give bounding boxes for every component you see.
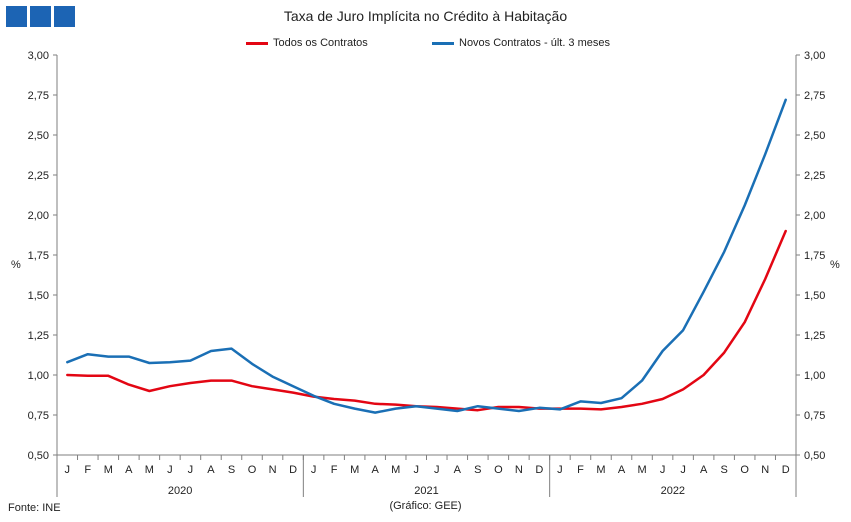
y-tick-label-right: 0,75 <box>804 410 825 422</box>
y-tick-label-left: 2,75 <box>28 90 49 102</box>
y-axis-unit-right: % <box>830 259 840 271</box>
legend-label-novos: Novos Contratos - últ. 3 meses <box>459 37 611 49</box>
graph-credit: (Gráfico: GEE) <box>389 500 462 512</box>
x-tick-label-month: J <box>311 464 317 476</box>
x-tick-label-month: S <box>720 464 727 476</box>
y-tick-label-left: 2,50 <box>28 130 49 142</box>
y-tick-label-right: 0,50 <box>804 450 825 462</box>
legend-swatch-todos <box>246 41 268 45</box>
x-tick-label-month: M <box>350 464 359 476</box>
y-tick-label-left: 1,00 <box>28 370 49 382</box>
legend-item-todos: Todos os Contratos <box>246 37 368 49</box>
x-tick-label-month: J <box>413 464 419 476</box>
y-tick-label-right: 1,00 <box>804 370 825 382</box>
x-tick-label-month: F <box>331 464 338 476</box>
x-tick-label-month: N <box>515 464 523 476</box>
x-tick-label-month: N <box>269 464 277 476</box>
chart-title: Taxa de Juro Implícita no Crédito à Habi… <box>283 8 568 24</box>
x-tick-label-month: A <box>372 464 380 476</box>
y-tick-label-left: 1,75 <box>28 250 49 262</box>
x-tick-label-month: M <box>637 464 646 476</box>
logo-square <box>30 6 51 27</box>
y-tick-label-right: 2,25 <box>804 170 825 182</box>
year-label: 2020 <box>168 485 192 497</box>
x-tick-label-month: J <box>660 464 666 476</box>
y-tick-label-right: 1,50 <box>804 290 825 302</box>
y-tick-label-right: 2,75 <box>804 90 825 102</box>
y-tick-label-left: 2,00 <box>28 210 49 222</box>
legend-label-todos: Todos os Contratos <box>273 37 368 49</box>
series-line-novos-contratos <box>66 98 787 414</box>
x-tick-label-month: J <box>434 464 440 476</box>
y-tick-label-right: 1,25 <box>804 330 825 342</box>
x-tick-label-month: F <box>84 464 91 476</box>
x-tick-label-month: D <box>782 464 790 476</box>
y-tick-label-left: 1,25 <box>28 330 49 342</box>
x-tick-label-month: A <box>700 464 708 476</box>
year-label: 2021 <box>414 485 438 497</box>
x-tick-label-month: J <box>65 464 71 476</box>
x-tick-label-month: O <box>248 464 257 476</box>
x-tick-label-month: M <box>391 464 400 476</box>
y-tick-label-left: 2,25 <box>28 170 49 182</box>
y-tick-label-right: 3,00 <box>804 50 825 62</box>
gee-logo <box>6 6 75 27</box>
legend-item-novos: Novos Contratos - últ. 3 meses <box>432 37 610 49</box>
logo-square <box>54 6 75 27</box>
x-tick-label-month: O <box>740 464 749 476</box>
y-tick-label-left: 1,50 <box>28 290 49 302</box>
x-tick-label-month: A <box>454 464 462 476</box>
y-tick-label-left: 0,75 <box>28 410 49 422</box>
x-tick-label-month: D <box>535 464 543 476</box>
x-tick-label-month: J <box>680 464 686 476</box>
y-tick-label-right: 2,00 <box>804 210 825 222</box>
x-tick-label-month: S <box>474 464 481 476</box>
x-tick-label-month: M <box>145 464 154 476</box>
x-tick-label-month: F <box>577 464 584 476</box>
x-tick-label-month: J <box>188 464 194 476</box>
source-note: Fonte: INE <box>8 502 61 514</box>
x-tick-label-month: A <box>618 464 626 476</box>
y-tick-label-left: 3,00 <box>28 50 49 62</box>
y-tick-label-right: 1,75 <box>804 250 825 262</box>
x-tick-label-month: S <box>228 464 235 476</box>
series-line-todos-os-contratos <box>66 229 787 412</box>
x-tick-label-month: N <box>761 464 769 476</box>
y-tick-label-left: 0,50 <box>28 450 49 462</box>
x-tick-label-month: D <box>289 464 297 476</box>
x-tick-label-month: M <box>104 464 113 476</box>
y-tick-label-right: 2,50 <box>804 130 825 142</box>
x-tick-label-month: J <box>557 464 563 476</box>
legend-swatch-novos <box>432 41 454 45</box>
x-tick-label-month: A <box>207 464 215 476</box>
x-tick-label-month: J <box>167 464 173 476</box>
x-tick-label-month: A <box>125 464 133 476</box>
chart-legend: Todos os Contratos Novos Contratos - últ… <box>0 37 851 51</box>
year-label: 2022 <box>661 485 685 497</box>
x-tick-label-month: O <box>494 464 503 476</box>
y-axis-unit-left: % <box>11 259 21 271</box>
logo-square <box>6 6 27 27</box>
x-tick-label-month: M <box>596 464 605 476</box>
